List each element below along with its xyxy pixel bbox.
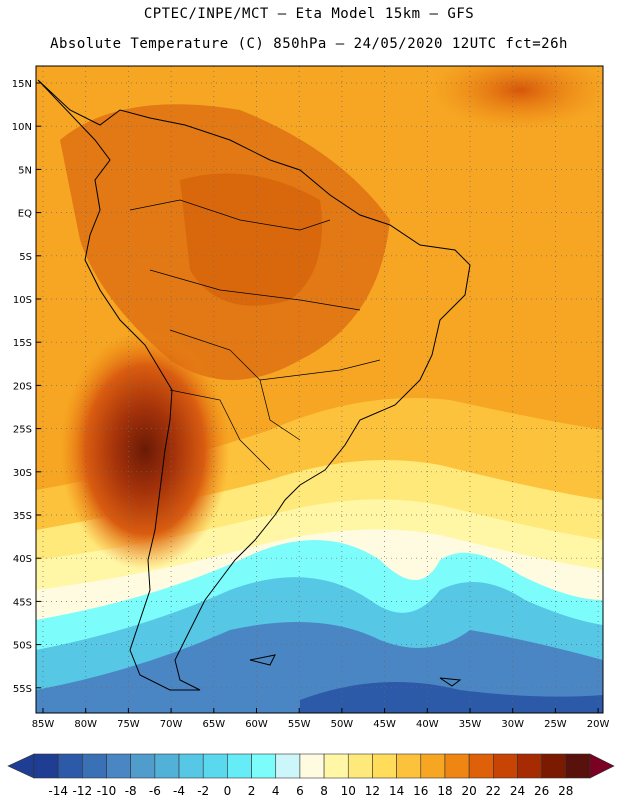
color-scale-swatch [106, 753, 131, 779]
color-scale-label: -6 [149, 784, 161, 798]
lat-label: 15N [12, 79, 32, 90]
color-scale-arrow-low [7, 753, 35, 779]
lat-label: 40S [13, 554, 32, 565]
color-scale-swatch [493, 753, 518, 779]
lon-label: 75W [117, 719, 140, 730]
lon-label: 60W [245, 719, 268, 730]
lon-label: 20W [587, 719, 610, 730]
color-scale-swatch [372, 753, 397, 779]
lon-label: 40W [416, 719, 439, 730]
color-scale-label: 22 [486, 784, 501, 798]
color-scale-label: 0 [224, 784, 232, 798]
lat-label: 50S [13, 641, 32, 652]
color-scale-label: 2 [248, 784, 256, 798]
color-scale-swatch [251, 753, 277, 779]
lat-label: 15S [13, 338, 32, 349]
lat-label: 35S [13, 511, 32, 522]
lon-label: 25W [544, 719, 567, 730]
lat-label: 45S [13, 597, 32, 608]
color-scale-label: 10 [341, 784, 356, 798]
color-scale-swatch [420, 753, 446, 779]
lon-label: 30W [501, 719, 524, 730]
color-scale-label: -14 [48, 784, 68, 798]
color-scale-swatch [299, 753, 325, 779]
color-scale-swatch [323, 753, 349, 779]
color-scale-label: 14 [389, 784, 404, 798]
lon-label: 85W [32, 719, 55, 730]
color-scale-labels: -14 -12 -10 -8 -6 -4 -2 0 2 4 6 8 10 12 14 16 18 20 22 24 26… [48, 784, 573, 798]
color-scale-swatch [130, 753, 156, 779]
color-scale-swatch [444, 753, 470, 779]
color-scale-label: -10 [97, 784, 117, 798]
color-scale-swatch [154, 753, 180, 779]
map-subtitle: Absolute Temperature (C) 850hPa – 24/05/… [50, 36, 568, 52]
color-scale-swatch [227, 753, 252, 779]
lat-label: 25S [13, 425, 32, 436]
lon-label: 45W [373, 719, 396, 730]
color-scale-label: 16 [413, 784, 428, 798]
country-borders [129, 199, 381, 471]
color-scale-label: 8 [320, 784, 328, 798]
color-scale-label: 28 [558, 784, 573, 798]
lon-label: 55W [288, 719, 311, 730]
color-scale-label: -8 [125, 784, 137, 798]
color-scale-swatch [57, 753, 83, 779]
lon-label: 80W [74, 719, 97, 730]
color-scale-swatch [396, 753, 422, 779]
color-scale-swatch [82, 753, 107, 779]
color-scale-swatch [202, 753, 228, 779]
lat-label: 10N [12, 122, 32, 133]
lat-label: 10S [13, 295, 32, 306]
color-scale-label: -12 [73, 784, 93, 798]
color-scale-swatch [178, 753, 204, 779]
color-scale-swatch [468, 753, 494, 779]
color-scale-swatch [565, 753, 591, 779]
lat-label: 30S [13, 468, 32, 479]
color-scale-label: 4 [272, 784, 280, 798]
lat-label: EQ [18, 209, 32, 220]
color-scale-label: 24 [510, 784, 525, 798]
longitude-labels: 85W 80W 75W 70W 65W 60W 55W 50W 45W 40W 35W 30W 25W 2… [32, 708, 610, 730]
map-frame [35, 65, 604, 714]
color-scale-swatch [275, 753, 301, 779]
color-scale-swatch [33, 753, 59, 779]
color-scale-label: 26 [534, 784, 549, 798]
temperature-field [36, 66, 603, 713]
color-scale-label: 20 [461, 784, 476, 798]
lon-label: 65W [202, 719, 225, 730]
color-scale-swatch [541, 753, 567, 779]
latitude-labels: 15N 10N 5N EQ 5S 10S 15S 20S 25S 30S 35S 40S 45S 50S 5… [12, 79, 41, 695]
lon-label: 70W [160, 719, 183, 730]
coastline [37, 79, 471, 691]
lon-label: 50W [331, 719, 354, 730]
color-scale-label: 12 [365, 784, 380, 798]
color-scale [7, 753, 615, 779]
lat-label: 5S [19, 252, 32, 263]
lat-label: 5N [18, 165, 32, 176]
color-scale-label: -4 [173, 784, 185, 798]
lat-label: 20S [13, 381, 32, 392]
color-scale-label: 6 [296, 784, 304, 798]
lat-label: 55S [13, 684, 32, 695]
lon-label: 35W [459, 719, 482, 730]
color-scale-arrow-high [589, 753, 615, 779]
color-scale-label: -2 [197, 784, 209, 798]
map-title: CPTEC/INPE/MCT – Eta Model 15km – GFS [143, 6, 475, 22]
color-scale-swatch [517, 753, 542, 779]
color-scale-label: 18 [437, 784, 452, 798]
color-scale-swatch [347, 753, 373, 779]
